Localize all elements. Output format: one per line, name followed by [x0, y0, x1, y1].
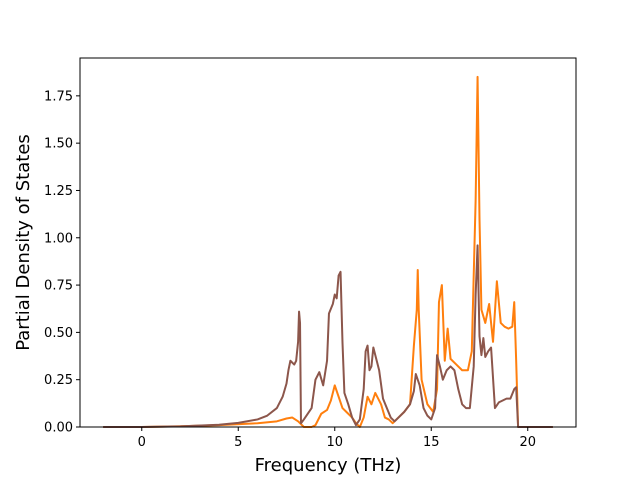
y-tick-label: 0.25 [44, 373, 73, 388]
x-tick-label: 10 [326, 435, 343, 450]
y-tick-label: 0.50 [44, 326, 73, 341]
y-tick-label: 1.25 [44, 184, 73, 199]
y-tick-label: 1.00 [44, 231, 73, 246]
x-axis: 0 5 10 15 20 [138, 427, 536, 450]
x-tick-label: 5 [234, 435, 242, 450]
y-tick-label: 1.75 [44, 89, 73, 104]
y-tick-label: 0.00 [44, 421, 73, 436]
y-tick-label: 0.75 [44, 279, 73, 294]
axes-frame [79, 57, 577, 428]
x-tick-label: 15 [423, 435, 440, 450]
x-tick-label: 0 [138, 435, 146, 450]
x-tick-label: 20 [519, 435, 536, 450]
y-axis-label: Partial Density of States [13, 134, 34, 351]
y-axis: 0.00 0.25 0.50 0.75 1.00 1.25 1.50 1.75 [44, 89, 80, 436]
y-tick-label: 1.50 [44, 137, 73, 152]
x-axis-label: Frequency (THz) [255, 455, 402, 476]
series-line-2 [103, 244, 553, 428]
